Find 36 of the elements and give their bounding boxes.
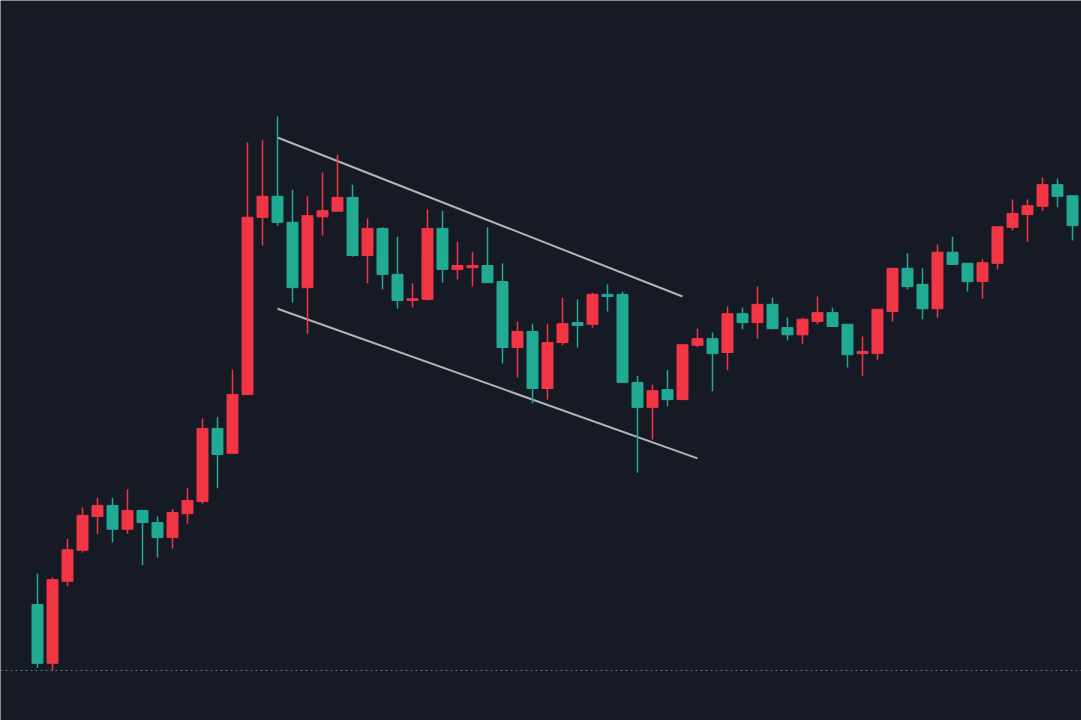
candlestick	[1006, 198, 1019, 232]
candlestick	[976, 258, 989, 300]
candlestick	[781, 316, 794, 342]
candlestick	[91, 496, 104, 535]
candlestick	[256, 139, 269, 247]
candlestick	[481, 226, 494, 284]
candlestick	[1051, 177, 1064, 209]
candlestick	[331, 153, 344, 212]
candlestick	[316, 171, 329, 237]
candlestick	[451, 240, 464, 281]
candlestick	[406, 282, 419, 309]
candlestick	[736, 306, 749, 330]
candlestick	[946, 235, 959, 266]
candlestick	[901, 252, 914, 291]
candlestick	[1021, 198, 1034, 243]
candlestick	[796, 316, 809, 345]
candlestick	[661, 369, 674, 407]
candlestick	[646, 383, 659, 441]
candlestick	[136, 509, 149, 566]
candlestick	[571, 298, 584, 349]
candlestick	[121, 488, 134, 535]
candlestick	[601, 283, 614, 313]
candlestick	[751, 285, 764, 340]
candlestick	[511, 320, 524, 379]
candlestick	[556, 296, 569, 347]
candlestick	[691, 327, 704, 349]
candlestick	[856, 335, 869, 377]
candlestick	[706, 331, 719, 393]
candlestick	[466, 250, 479, 288]
candlestick	[826, 306, 839, 328]
candlestick	[181, 487, 194, 525]
candlestick	[1036, 176, 1049, 212]
candlestick	[961, 262, 974, 293]
candlestick	[106, 496, 119, 544]
candlestick	[811, 295, 824, 325]
candlestick	[151, 515, 164, 559]
